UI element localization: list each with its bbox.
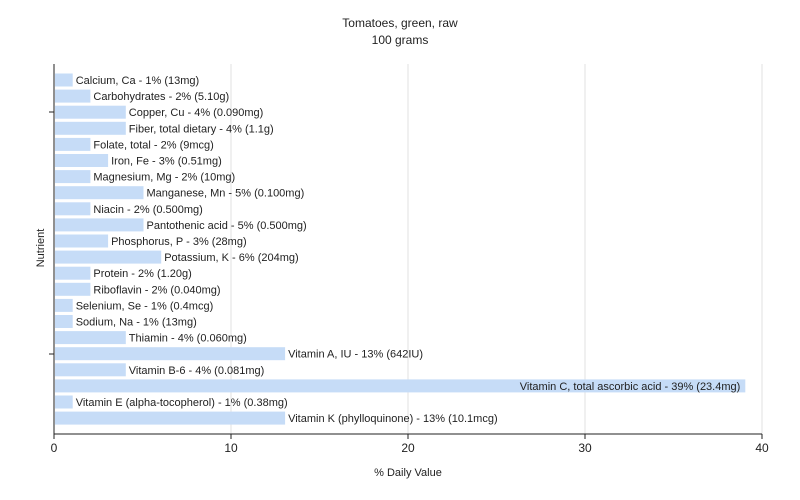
bar-data-label: Vitamin C, total ascorbic acid - 39% (23…: [520, 381, 741, 393]
bar: [55, 331, 126, 345]
bar-data-label: Fiber, total dietary - 4% (1.1g): [129, 123, 274, 135]
bar: [55, 411, 286, 425]
bar-data-label: Magnesium, Mg - 2% (10mg): [93, 172, 235, 184]
bar-data-label: Folate, total - 2% (9mcg): [93, 139, 213, 151]
bar: [55, 282, 91, 296]
bar-data-label: Riboflavin - 2% (0.040mg): [93, 284, 220, 296]
bar: [55, 89, 91, 103]
bar: [55, 395, 73, 409]
bar-data-label: Niacin - 2% (0.500mg): [93, 204, 202, 216]
y-axis-label: Nutrient: [35, 229, 47, 268]
bar: [55, 218, 144, 232]
chart-title: Tomatoes, green, raw: [342, 16, 458, 30]
grid-lines: [230, 64, 763, 434]
x-tick-label: 10: [224, 441, 238, 455]
x-tick-label: 0: [51, 441, 58, 455]
bar: [55, 105, 126, 119]
bar: [55, 347, 286, 361]
bar: [55, 315, 73, 328]
bar-data-label: Manganese, Mn - 5% (0.100mg): [147, 188, 305, 200]
bar-data-label: Vitamin K (phylloquinone) - 13% (10.1mcg…: [288, 413, 498, 425]
axes: 0 10 20 30 40: [49, 64, 769, 455]
bar-data-label: Potassium, K - 6% (204mg): [164, 252, 299, 264]
bar-data-label: Protein - 2% (1.20g): [93, 268, 191, 280]
x-tick-label: 20: [401, 441, 415, 455]
bar-data-label: Vitamin A, IU - 13% (642IU): [288, 349, 423, 361]
x-tick-label: 40: [755, 441, 769, 455]
bars: Calcium, Ca - 1% (13mg) Carbohydrates - 2…: [55, 73, 746, 425]
bar: [55, 186, 144, 200]
bar: [55, 121, 126, 135]
bar-data-label: Vitamin B-6 - 4% (0.081mg): [129, 365, 265, 377]
bar-data-label: Pantothenic acid - 5% (0.500mg): [147, 220, 307, 232]
bar-data-label: Calcium, Ca - 1% (13mg): [76, 75, 199, 87]
bar: [55, 202, 91, 216]
bar: [55, 298, 73, 312]
bar: [55, 266, 91, 280]
bar-data-label: Thiamin - 4% (0.060mg): [129, 333, 247, 345]
bar: [55, 363, 126, 377]
bar-data-label: Selenium, Se - 1% (0.4mcg): [76, 300, 214, 312]
bar-data-label: Copper, Cu - 4% (0.090mg): [129, 107, 264, 119]
bar-data-label: Vitamin E (alpha-tocopherol) - 1% (0.38m…: [76, 397, 288, 409]
bar: [55, 234, 109, 248]
bar: [55, 73, 73, 87]
bar-data-label: Iron, Fe - 3% (0.51mg): [111, 156, 222, 168]
chart-subtitle: 100 grams: [372, 33, 429, 47]
bar: [55, 137, 91, 151]
bar-data-label: Carbohydrates - 2% (5.10g): [93, 91, 229, 103]
bar-data-label: Phosphorus, P - 3% (28mg): [111, 236, 247, 248]
bar-data-label: Sodium, Na - 1% (13mg): [76, 317, 197, 329]
bar: [55, 170, 91, 184]
bar: [55, 379, 746, 393]
bar: [55, 250, 162, 264]
x-axis-label: % Daily Value: [374, 467, 442, 479]
x-tick-label: 30: [578, 441, 592, 455]
bar: [55, 154, 109, 167]
